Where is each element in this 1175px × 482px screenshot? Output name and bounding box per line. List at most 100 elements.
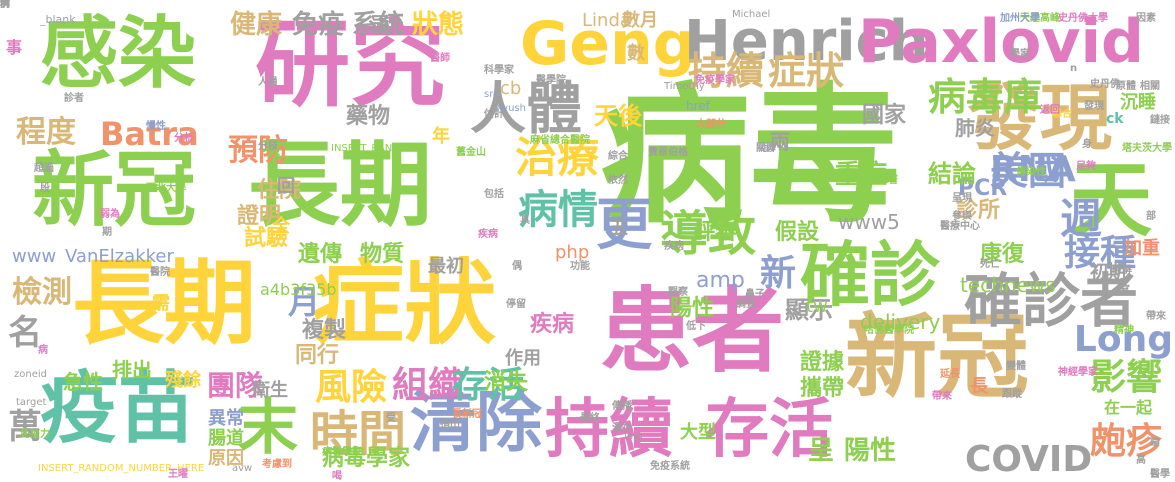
word-cjk: 病 bbox=[38, 345, 48, 356]
word-cjk: 精神 bbox=[1114, 325, 1134, 336]
word-cjk: 時間 bbox=[310, 406, 407, 462]
word-cjk: 衛生 bbox=[252, 380, 288, 401]
word-cjk: 皰疹 bbox=[1090, 421, 1163, 462]
word-cjk: 治療 bbox=[515, 133, 600, 182]
word-cjk: 清除 bbox=[410, 384, 542, 461]
word-src: src bbox=[484, 89, 499, 100]
word-cjk: 潛在 bbox=[612, 423, 632, 434]
word-cjk: 消失 bbox=[484, 370, 529, 395]
word-cjk: 延長 bbox=[940, 369, 960, 380]
word-cjk: 影響 bbox=[1090, 357, 1163, 398]
word-cjk: 數 bbox=[627, 43, 645, 64]
word-cjk: 月 bbox=[288, 283, 321, 321]
word-cjk: 風險 bbox=[315, 367, 388, 408]
word-cjk: 呈 bbox=[808, 436, 835, 466]
word-long: Long bbox=[1073, 319, 1173, 360]
word-cjk: 大部分 bbox=[696, 119, 726, 130]
word-cjk: 萬 bbox=[8, 407, 42, 447]
word-cjk: 初期 bbox=[1090, 262, 1126, 283]
word-cjk: 兩 bbox=[770, 130, 790, 154]
word-cjk: 健康 bbox=[230, 10, 283, 40]
word-cjk: 超過 bbox=[34, 163, 54, 174]
word-cjk: 病 bbox=[0, 0, 10, 10]
word-cjk: 長新冠 bbox=[452, 409, 482, 420]
word-cjk: 名 bbox=[8, 313, 42, 353]
word-cjk: 冠 bbox=[371, 14, 389, 35]
word-cjk: 低下 bbox=[686, 321, 706, 332]
word-henrich: Henrich bbox=[684, 9, 929, 74]
word-cjk: 醫療中心 bbox=[940, 221, 980, 232]
word-cjk: 證明 bbox=[237, 204, 282, 229]
word-cjk: 疾病 bbox=[530, 312, 575, 337]
word-cjk: 攜帶 bbox=[800, 376, 845, 401]
word-cjk: 診者 bbox=[64, 93, 84, 104]
word-cjk: 弱為 bbox=[100, 209, 120, 220]
word-cjk: 評審 bbox=[693, 220, 738, 245]
word-cjk: 症狀 bbox=[768, 49, 845, 93]
word-cjk: 偶 bbox=[512, 261, 522, 272]
word-cjk: 考慮到 bbox=[262, 459, 292, 470]
word-cjk: 假設 bbox=[775, 220, 820, 245]
word-zoneid: zoneid bbox=[14, 369, 47, 380]
word-cjk: 檢測 bbox=[12, 275, 72, 310]
word-www5: www5 bbox=[838, 210, 900, 234]
word-insert-random-number-here: INSERT_RANDOM_NUMBER_HERE bbox=[38, 463, 205, 474]
word-href: href bbox=[686, 99, 710, 113]
word-cjk: 顯示 bbox=[785, 296, 833, 324]
word-delivery: delivery bbox=[860, 310, 941, 334]
word-insert-rand: INSERT_RAND bbox=[331, 143, 400, 154]
word-cjk: 分枝 bbox=[258, 141, 278, 152]
word-cjk: 分析 bbox=[174, 133, 194, 144]
word-technews: technews bbox=[960, 273, 1056, 297]
word-cjk: 物質 bbox=[360, 242, 405, 267]
word-cjk: 全 bbox=[272, 216, 290, 237]
word-cjk: 回 bbox=[277, 176, 295, 197]
word-cjk: 神經學家 bbox=[1058, 367, 1098, 378]
word-pcr: PCR bbox=[958, 176, 1008, 201]
word-cjk: 新冠 bbox=[845, 304, 1030, 411]
word-cjk: 最終 bbox=[580, 413, 600, 424]
word-cjk: 王曜 bbox=[168, 469, 188, 480]
word-cjk: 人體 bbox=[470, 77, 582, 142]
word-cjk: 病毒 bbox=[600, 70, 901, 244]
word-cjk: 殘餘 bbox=[165, 370, 201, 391]
word-linda: Linda bbox=[582, 10, 631, 31]
word-cjk: 史丹佛 bbox=[1090, 79, 1120, 90]
word-cjk: 更 bbox=[596, 193, 652, 258]
word-cjk: 證據 bbox=[800, 350, 845, 375]
word-cjk: 科學家 bbox=[484, 65, 514, 76]
word-cjk: 新 bbox=[760, 253, 797, 294]
word-cjk: 帶來 bbox=[932, 391, 952, 402]
word-cjk: 死亡 bbox=[980, 259, 1000, 270]
word-cjk: 原因 bbox=[208, 448, 244, 469]
word-vanelzakker: VanElzakker bbox=[65, 246, 174, 267]
word-a: a bbox=[762, 141, 770, 155]
word-cjk: 人員 bbox=[258, 77, 278, 88]
word-cjk: 狀態 bbox=[412, 10, 465, 40]
word-img: img bbox=[624, 431, 643, 442]
word-cjk: 複製 bbox=[302, 318, 347, 343]
word-cjk: 事 bbox=[6, 38, 23, 57]
word-cjk: 喝 bbox=[332, 471, 342, 482]
word-cjk: 慢性 bbox=[146, 121, 166, 132]
word-cjk: 病毒庫 bbox=[928, 75, 1043, 119]
word-cjk: 診所 bbox=[956, 198, 1001, 223]
word-cjk: 組織 bbox=[392, 365, 465, 406]
word-cjk: 觀察 bbox=[668, 287, 688, 298]
word-cjk: 康復 bbox=[980, 242, 1025, 267]
word-cjk: 預防 bbox=[228, 133, 288, 168]
word-cjk: 疾病 bbox=[664, 241, 684, 252]
word-cjk: 塔夫茨大學 bbox=[1122, 143, 1172, 154]
word-cjk: 部 bbox=[1146, 211, 1156, 222]
word-cjk: 包括 bbox=[484, 189, 504, 200]
word-cjk: 存活 bbox=[452, 365, 525, 406]
word-cjk: 身 bbox=[1082, 139, 1092, 150]
word-cjk: 發現 bbox=[1084, 101, 1104, 112]
word-cjk: 綜合 bbox=[608, 151, 628, 162]
word-cjk: 發現 bbox=[968, 76, 1113, 160]
word-target: target bbox=[16, 397, 47, 408]
word-cjk: 依然 bbox=[608, 175, 628, 186]
word-cjk: 藥物 bbox=[346, 104, 391, 129]
word-cjk: 哈佛醫學院 bbox=[864, 325, 914, 336]
